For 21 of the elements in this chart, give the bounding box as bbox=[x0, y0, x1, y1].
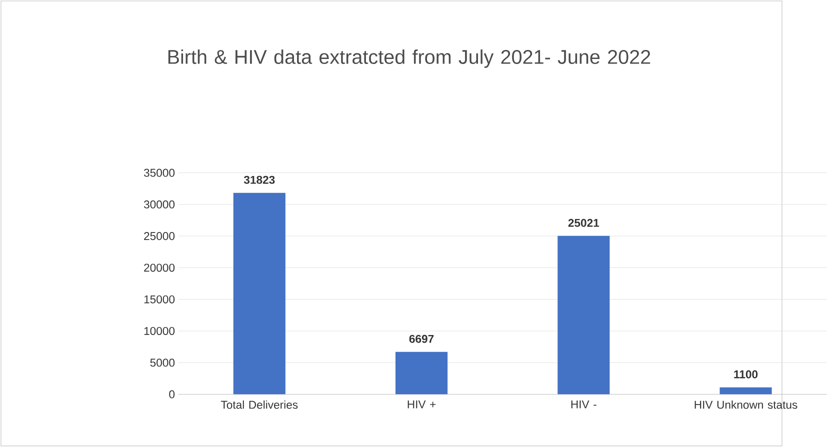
y-tick-label: 0 bbox=[169, 390, 175, 398]
y-tick-label: 25000 bbox=[144, 232, 175, 240]
y-tick-label: 20000 bbox=[144, 264, 175, 272]
data-label: 25021 bbox=[568, 218, 600, 227]
y-tick-label: 5000 bbox=[150, 358, 175, 367]
x-tick-label: HIV Unknown status bbox=[694, 400, 798, 409]
x-tick-label: HIV + bbox=[408, 400, 436, 408]
x-tick-label: Total Deliveries bbox=[220, 400, 298, 409]
y-tick-label: 15000 bbox=[144, 295, 175, 304]
y-tick-label: 30000 bbox=[144, 200, 175, 208]
chart-title: Birth & HIV data extratcted from July 2021- June 2022 bbox=[168, 50, 650, 68]
x-tick-label: HIV - bbox=[571, 400, 596, 408]
y-tick-label: 35000 bbox=[144, 168, 175, 177]
bar bbox=[720, 387, 772, 394]
data-label: 6697 bbox=[409, 334, 434, 343]
y-tick-label: 10000 bbox=[144, 327, 175, 336]
bar bbox=[233, 192, 286, 394]
bar bbox=[558, 236, 610, 394]
data-label: 1100 bbox=[734, 370, 758, 378]
data-label: 31823 bbox=[244, 176, 275, 184]
bar bbox=[395, 352, 448, 394]
